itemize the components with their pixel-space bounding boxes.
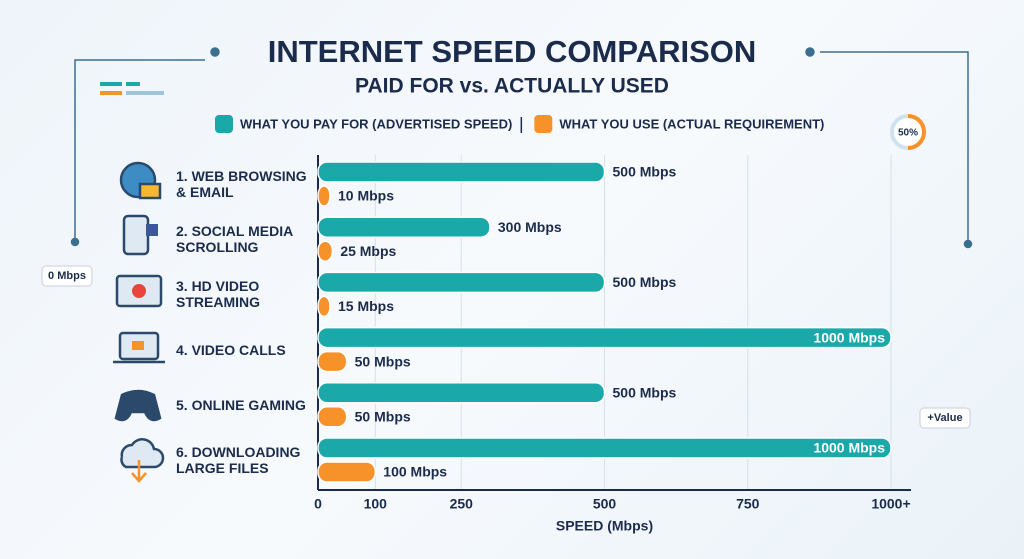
bar [317,350,348,373]
value-label: 500 Mbps [613,385,677,401]
badge [41,265,93,287]
badge [919,407,971,429]
decor [100,91,122,95]
decor [126,82,140,86]
category-label: 6. DOWNLOADING LARGE FILES [176,444,301,476]
x-tick-label: 100 [364,496,388,512]
category-label: 2. SOCIAL MEDIA SCROLLING [176,223,293,256]
value-label: 10 Mbps [338,188,394,204]
bar [317,437,892,459]
decor [126,91,164,95]
badge-text: 0 Mbps [48,270,86,282]
legend-label: WHAT YOU PAY FOR (ADVERTISED SPEED) [240,116,512,131]
category-label: 5. ONLINE GAMING [176,396,306,413]
ring-text: 50% [898,128,918,139]
decor [100,82,122,86]
bar [317,216,491,238]
bar [317,461,377,483]
badge-text: +Value [927,412,962,424]
chart-subtitle: PAID FOR vs. ACTUALLY USED [355,75,669,98]
value-label: 50 Mbps [355,353,411,369]
bar [317,326,892,349]
bar [317,382,606,404]
bar [317,185,331,207]
value-label: 25 Mbps [340,243,396,259]
legend-label: WHAT YOU USE (ACTUAL REQUIREMENT) [559,116,824,131]
category-label: 1. WEB BROWSING & EMAIL [176,168,307,200]
value-label: 300 Mbps [498,219,562,235]
category-label: 4. VIDEO CALLS [176,341,286,358]
bar [317,295,331,318]
value-label: 100 Mbps [383,464,447,480]
value-label: 50 Mbps [355,409,411,425]
chart-title: INTERNET SPEED COMPARISON [268,34,757,69]
value-label: 1000 Mbps [813,329,885,345]
value-label: 1000 Mbps [813,440,885,456]
bar [317,161,606,183]
legend-swatch [534,115,553,133]
x-tick-label: 500 [593,496,617,512]
icons [113,161,165,483]
value-label: 500 Mbps [613,274,677,290]
x-tick-label: 0 [314,496,322,512]
bar [317,271,606,294]
bar [317,406,348,428]
decor-lines [70,47,973,249]
legend-swatch [215,115,233,133]
ring-arc [907,114,926,150]
category-label: 3. HD VIDEO STREAMING [176,278,260,311]
value-label: 15 Mbps [338,298,394,314]
x-tick-label: 750 [736,496,760,512]
x-tick-label: 1000+ [871,496,910,512]
bar [317,240,334,262]
x-axis-title: SPEED (Mbps) [556,518,653,534]
x-tick-label: 250 [450,496,474,512]
value-label: 500 Mbps [613,164,677,180]
